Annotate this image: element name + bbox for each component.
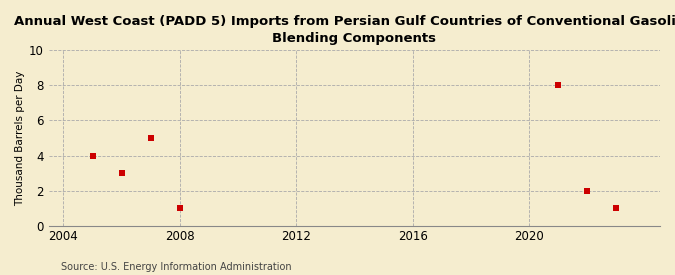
Point xyxy=(611,206,622,210)
Point xyxy=(582,188,593,193)
Y-axis label: Thousand Barrels per Day: Thousand Barrels per Day xyxy=(15,70,25,206)
Point xyxy=(87,153,98,158)
Point xyxy=(174,206,185,210)
Text: Source: U.S. Energy Information Administration: Source: U.S. Energy Information Administ… xyxy=(61,262,292,272)
Point xyxy=(553,83,564,88)
Title: Annual West Coast (PADD 5) Imports from Persian Gulf Countries of Conventional G: Annual West Coast (PADD 5) Imports from … xyxy=(14,15,675,45)
Point xyxy=(145,136,156,140)
Point xyxy=(116,171,127,175)
